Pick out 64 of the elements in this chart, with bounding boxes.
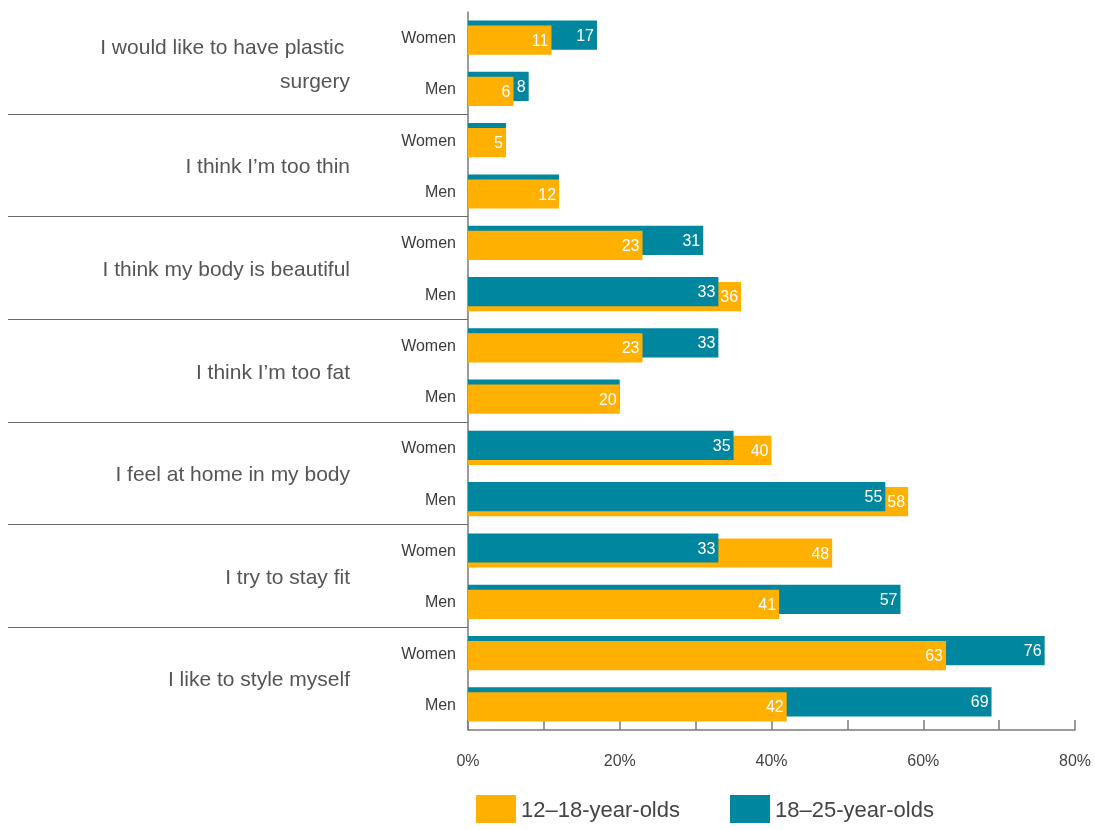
data-label: 40 xyxy=(750,441,769,459)
data-label: 42 xyxy=(765,698,784,716)
data-label: 63 xyxy=(925,647,944,665)
data-label: 69 xyxy=(970,693,989,711)
data-label: 58 xyxy=(887,493,906,511)
y-tick-label: Women xyxy=(401,29,456,47)
x-tick-label: 0% xyxy=(456,751,480,769)
legend-label: 12–18-year-olds xyxy=(521,796,680,822)
y-tick-label: Women xyxy=(401,542,456,559)
data-label: 23 xyxy=(621,236,640,254)
data-label: 36 xyxy=(720,288,739,306)
data-label: 12 xyxy=(538,185,557,203)
bar xyxy=(468,692,787,722)
y-tick-label: Men xyxy=(424,80,456,98)
text: I think my body is beautiful xyxy=(102,256,350,280)
bar xyxy=(468,276,719,307)
y-tick-label: Men xyxy=(424,593,456,611)
x-tick-label: 20% xyxy=(603,751,636,769)
x-tick-label: 40% xyxy=(755,751,788,769)
data-label: 5 xyxy=(494,134,504,152)
text: I feel at home in my body xyxy=(115,462,351,486)
y-tick-label: Women xyxy=(401,234,456,252)
data-label: 8 xyxy=(516,77,526,95)
y-tick-label: Women xyxy=(401,644,456,662)
bar xyxy=(468,640,947,671)
data-label: 31 xyxy=(682,231,701,249)
y-tick-label: Men xyxy=(424,388,456,406)
data-label: 20 xyxy=(598,390,617,408)
y-tick-label: Men xyxy=(424,183,456,200)
bar xyxy=(468,76,514,107)
data-label: 55 xyxy=(864,488,883,506)
data-label: 17 xyxy=(576,26,595,44)
text: I think I’m too thin xyxy=(185,154,350,178)
text: I think I’m too fat xyxy=(195,359,351,383)
legend-label: 18–25-year-olds xyxy=(774,796,934,822)
bar xyxy=(468,333,643,363)
bar xyxy=(468,430,734,461)
data-label: 76 xyxy=(1023,642,1042,660)
text: I like to style myself xyxy=(167,667,351,691)
data-label: 33 xyxy=(697,334,716,352)
text: I would like to have plastic surgery xyxy=(100,34,351,92)
y-tick-label: Men xyxy=(424,695,456,713)
x-tick-label: 60% xyxy=(907,751,940,769)
data-label: 11 xyxy=(531,31,549,49)
data-label: 6 xyxy=(501,82,511,100)
y-tick-label: Men xyxy=(424,285,456,303)
bar xyxy=(468,25,552,55)
data-label: 48 xyxy=(811,544,830,562)
y-tick-label: Women xyxy=(401,439,456,457)
y-tick-label: Women xyxy=(401,336,456,354)
data-label: 57 xyxy=(879,590,898,608)
bar xyxy=(468,589,780,619)
y-tick-label: Women xyxy=(401,131,456,149)
bar xyxy=(468,230,643,260)
data-label: 33 xyxy=(697,539,716,557)
data-label: 33 xyxy=(697,283,716,301)
data-label: 41 xyxy=(758,595,777,613)
bar xyxy=(468,482,886,512)
bar xyxy=(468,533,719,563)
data-label: 23 xyxy=(621,339,640,357)
data-label: 35 xyxy=(712,436,731,454)
y-tick-label: Men xyxy=(424,490,456,508)
text: I try to stay fit xyxy=(225,564,351,588)
x-tick-label: 80% xyxy=(1058,751,1092,769)
